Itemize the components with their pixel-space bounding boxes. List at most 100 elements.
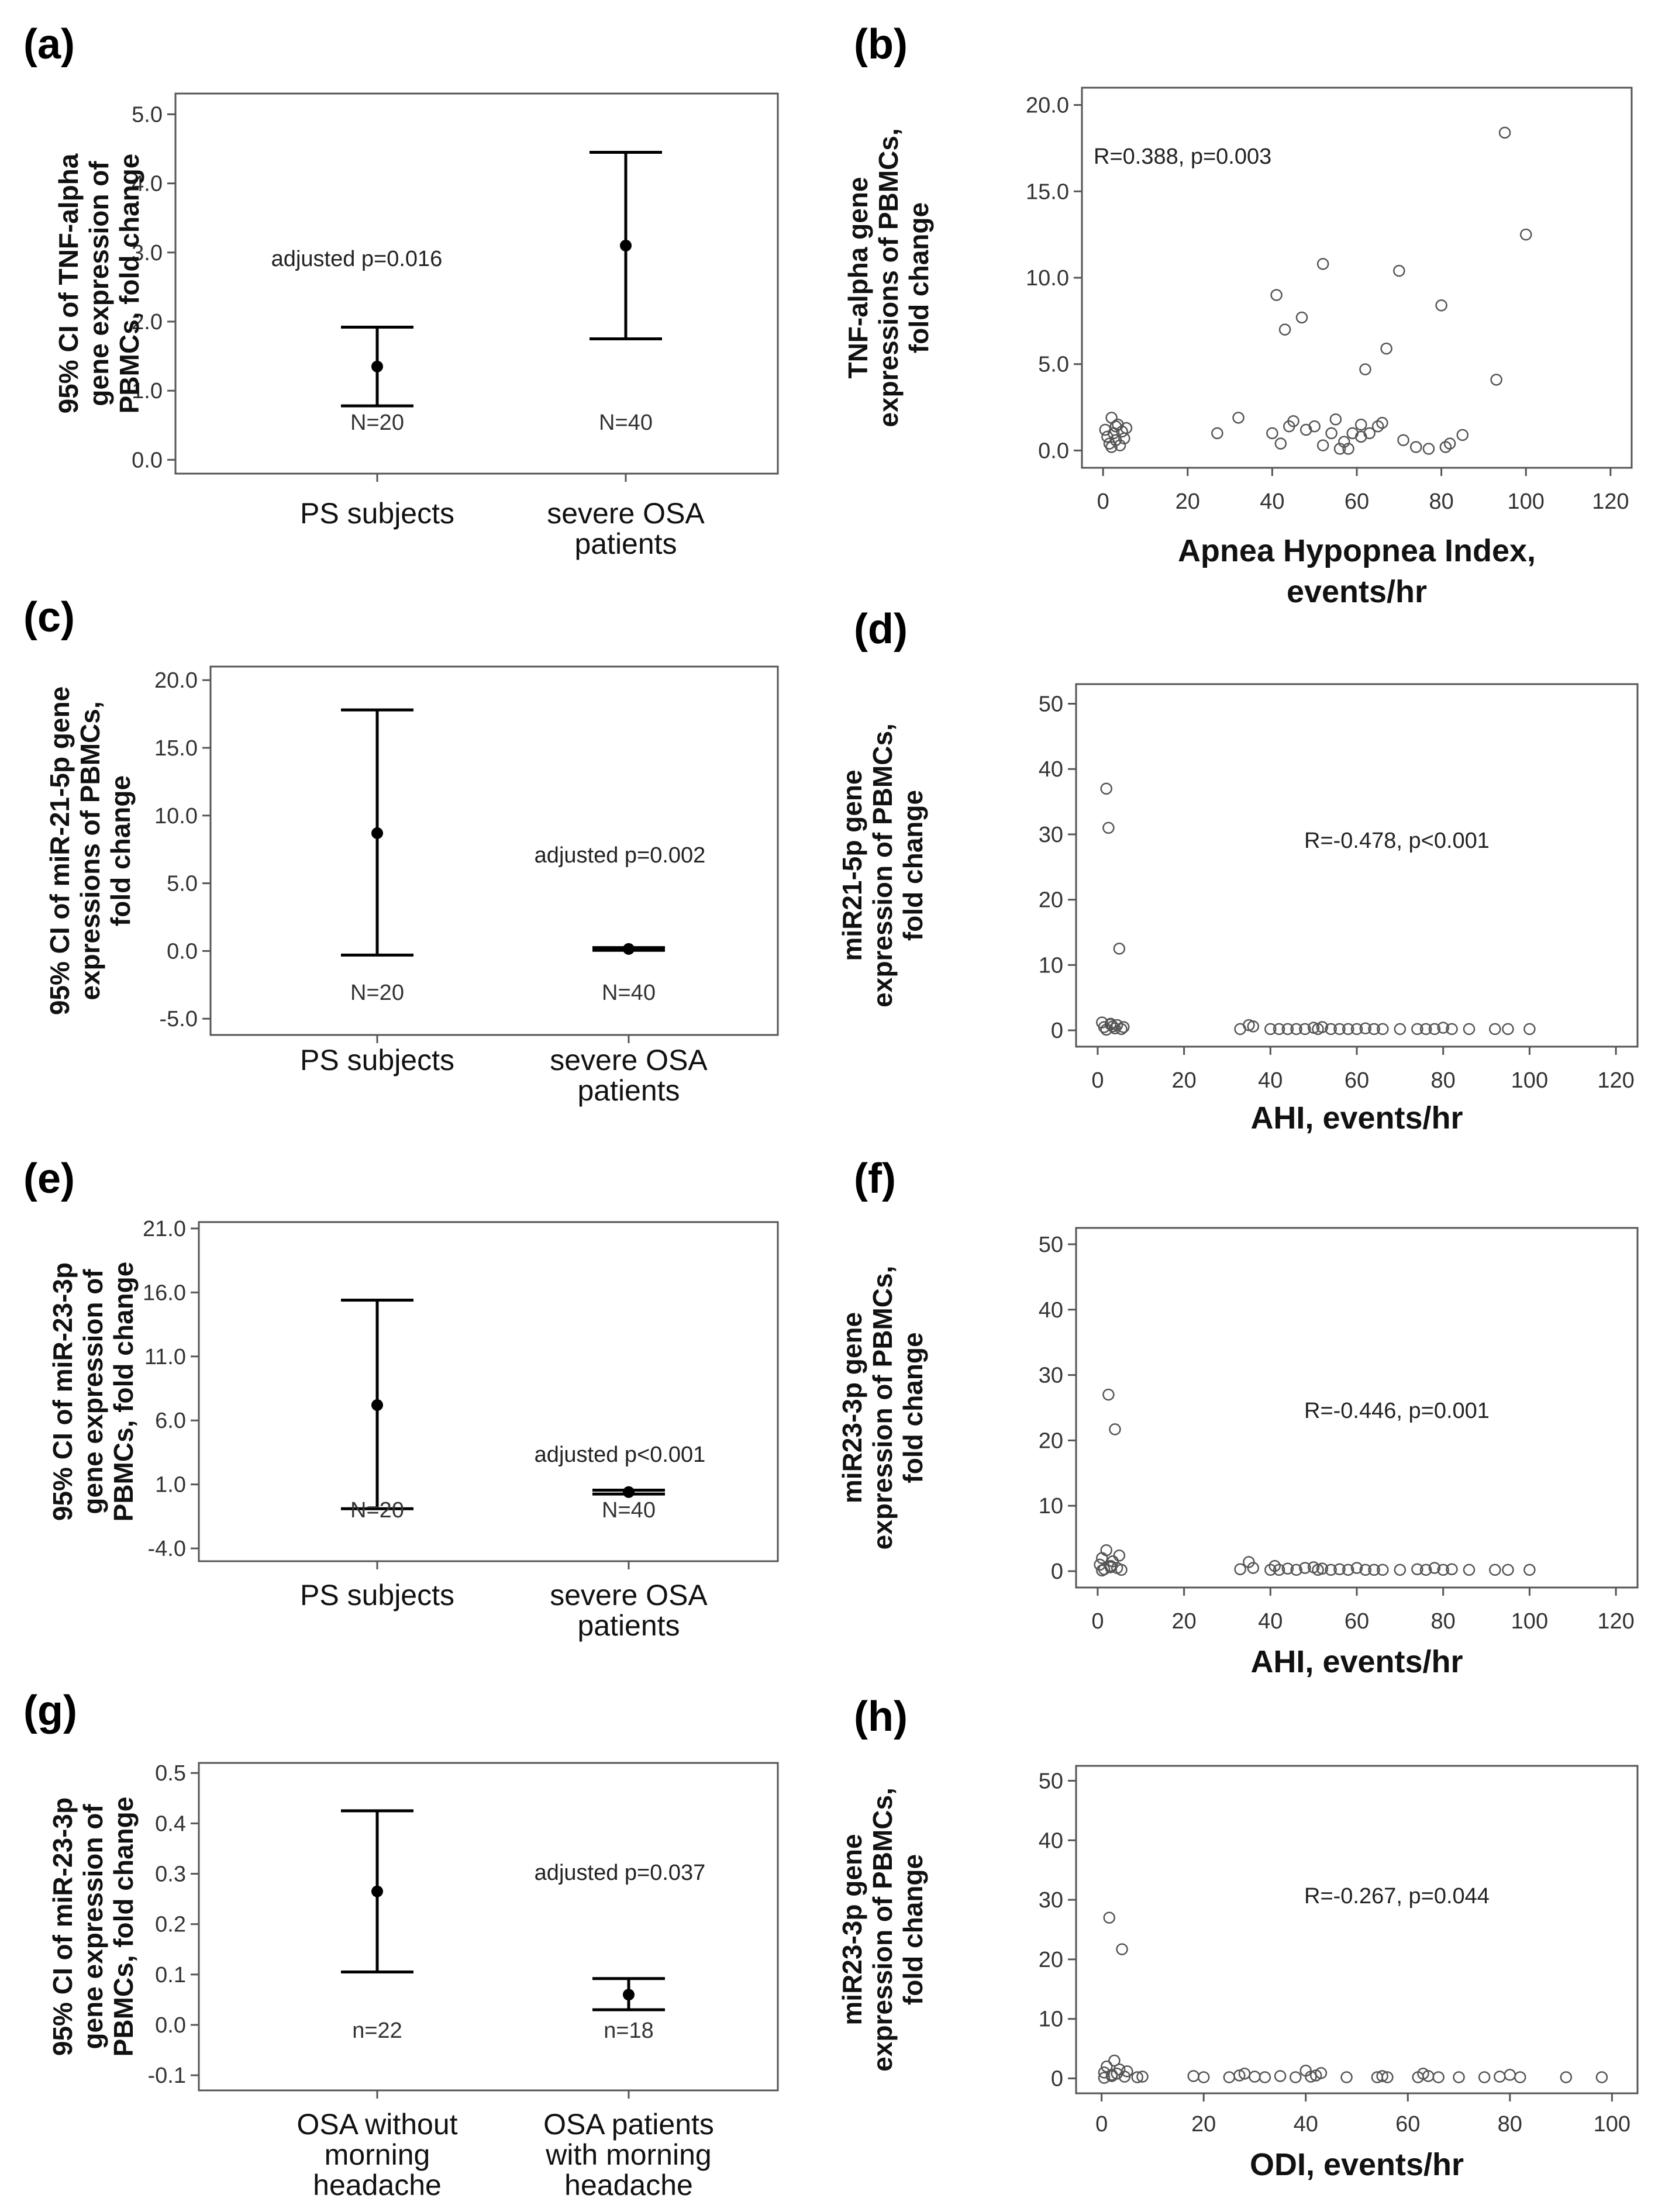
scatter-point <box>1397 434 1409 446</box>
scatter-point <box>1329 413 1342 426</box>
y-tick-label: 10 <box>1039 953 1063 978</box>
scatter-point <box>1453 2071 1465 2083</box>
y-tick-label: 0.0 <box>167 939 198 964</box>
y-tick-label: 20 <box>1039 888 1063 913</box>
x-tick-label: 60 <box>1395 2112 1420 2137</box>
plot-frame <box>1081 87 1633 469</box>
scatter-point <box>1290 1564 1302 1576</box>
scatter-point <box>1264 1023 1277 1036</box>
y-axis-label: miR21-5p gene expression of PBMCs, fold ch… <box>837 723 928 1007</box>
stat-annotation: adjusted p=0.016 <box>271 247 443 271</box>
x-tick-label: 100 <box>1511 1068 1548 1093</box>
y-tick-label: 20 <box>1039 1428 1063 1453</box>
scatter-point <box>1519 228 1532 241</box>
category-label: OSA without <box>297 2108 457 2141</box>
y-axis-label-line: PBMCs, fold change <box>108 1262 139 1522</box>
scatter-point <box>1098 2066 1111 2079</box>
scatter-point <box>1368 1023 1380 1036</box>
y-axis-label-line: fold change <box>898 1854 928 2005</box>
scatter-point <box>1232 412 1245 424</box>
y-axis-label: 95% CI of TNF-alpha gene expression of PBM… <box>53 153 144 413</box>
scatter-point <box>1394 1564 1407 1576</box>
y-tick-label: 0 <box>1051 2067 1063 2092</box>
n-label: N=20 <box>350 1498 404 1523</box>
y-tick-label: 0.0 <box>1038 439 1069 463</box>
scatter-point <box>1287 415 1299 427</box>
mean-point <box>623 1989 635 2001</box>
panel-b: (b) 0.0 5.0 10.0 15.0 20.0 TNF-alpha gene expre… <box>843 21 1633 609</box>
scatter-point <box>1105 2069 1118 2081</box>
y-tick-label: 20.0 <box>154 668 198 693</box>
scatter-point <box>1098 1563 1111 1575</box>
y-tick-label: 20.0 <box>1026 94 1069 118</box>
x-tick-label: 120 <box>1597 1609 1634 1634</box>
scatter-point <box>1419 1023 1432 1036</box>
y-axis-label: 95% CI of miR-23-3p gene expression of PBM… <box>47 1262 139 1522</box>
panel-label: (b) <box>854 21 908 68</box>
y-axis-label-line: expression of PBMCs, <box>867 1787 898 2072</box>
y-tick-label: 0.0 <box>155 2013 186 2038</box>
scatter-point <box>1259 2071 1271 2083</box>
scatter-point <box>1523 1023 1536 1036</box>
y-tick-label: -5.0 <box>160 1007 198 1031</box>
stat-annotation: R=-0.478, p<0.001 <box>1304 829 1490 853</box>
y-axis-label-line: miR21-5p gene <box>837 769 867 961</box>
x-tick-label: 100 <box>1594 2112 1630 2137</box>
stat-annotation: R=-0.446, p=0.001 <box>1304 1399 1490 1423</box>
scatter-point <box>1273 1564 1285 1576</box>
category-label: patients <box>577 1609 680 1642</box>
category-label: severe OSA <box>547 497 705 530</box>
plot-frame <box>198 1221 779 1562</box>
scatter-point <box>1109 420 1122 433</box>
scatter-point <box>1299 1023 1311 1036</box>
y-axis-label-line: expressions of PBMCs, <box>75 701 105 1000</box>
x-tick-label: 100 <box>1508 489 1545 514</box>
y-axis-label-line: fold change <box>898 790 928 941</box>
x-tick-label: 80 <box>1431 1609 1456 1634</box>
x-tick-label: 0 <box>1091 1068 1104 1093</box>
x-tick-label: 0 <box>1097 489 1109 514</box>
category-label: morning <box>325 2138 430 2171</box>
scatter-point <box>1233 2069 1246 2082</box>
category-label: patients <box>577 1074 680 1107</box>
category-label: PS subjects <box>300 1579 454 1611</box>
y-tick-label: 30 <box>1039 1364 1063 1388</box>
y-tick-label: 30 <box>1039 823 1063 847</box>
scatter-point <box>1489 1564 1501 1576</box>
scatter-point <box>1197 2071 1210 2083</box>
y-tick-label: 5.0 <box>1038 353 1069 377</box>
x-tick-label: 60 <box>1345 489 1369 514</box>
x-tick-label: 0 <box>1091 1609 1104 1634</box>
scatter-point <box>1108 2054 1121 2067</box>
scatter-point <box>1106 1555 1119 1568</box>
y-axis-label: miR23-3p gene expression of PBMCs, fold ch… <box>837 1787 928 2072</box>
scatter-point <box>1136 2070 1149 2083</box>
scatter-point <box>1325 1564 1337 1576</box>
scatter-point <box>1359 363 1371 375</box>
x-tick-label: 20 <box>1171 1068 1196 1093</box>
y-tick-label: 10 <box>1039 2007 1063 2032</box>
plot-frame <box>174 92 779 475</box>
y-axis-label-line: 95% CI of miR-23-3p <box>47 1262 78 1521</box>
scatter-point <box>1419 1564 1432 1576</box>
plot-frame <box>1075 683 1639 1048</box>
n-label: N=20 <box>350 981 404 1005</box>
y-tick-label: 0.3 <box>155 1862 186 1887</box>
category-label: headache <box>313 2169 442 2201</box>
mean-point <box>371 1885 383 1897</box>
scatter-point <box>1274 2070 1287 2082</box>
panel-label: (f) <box>854 1155 896 1202</box>
y-tick-label: 0 <box>1051 1019 1063 1043</box>
category-label: severe OSA <box>550 1579 708 1611</box>
scatter-point <box>1456 429 1469 441</box>
y-axis-label-line: PBMCs, fold change <box>108 1797 139 2057</box>
scatter-point <box>1274 437 1287 450</box>
scatter-point <box>1394 1023 1407 1036</box>
scatter-point <box>1211 427 1223 440</box>
scatter-point <box>1463 1564 1476 1576</box>
y-tick-label: 15.0 <box>154 736 198 761</box>
scatter-point <box>1247 1562 1260 1574</box>
category-label: patients <box>574 527 677 560</box>
scatter-point <box>1393 264 1405 277</box>
